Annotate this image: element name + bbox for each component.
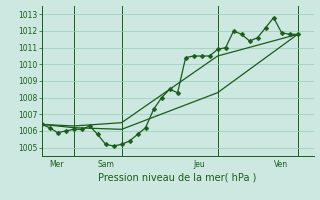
X-axis label: Pression niveau de la mer( hPa ): Pression niveau de la mer( hPa ) <box>99 173 257 183</box>
Text: Mer: Mer <box>50 160 64 169</box>
Text: Ven: Ven <box>274 160 288 169</box>
Text: Jeu: Jeu <box>194 160 205 169</box>
Text: Sam: Sam <box>98 160 115 169</box>
